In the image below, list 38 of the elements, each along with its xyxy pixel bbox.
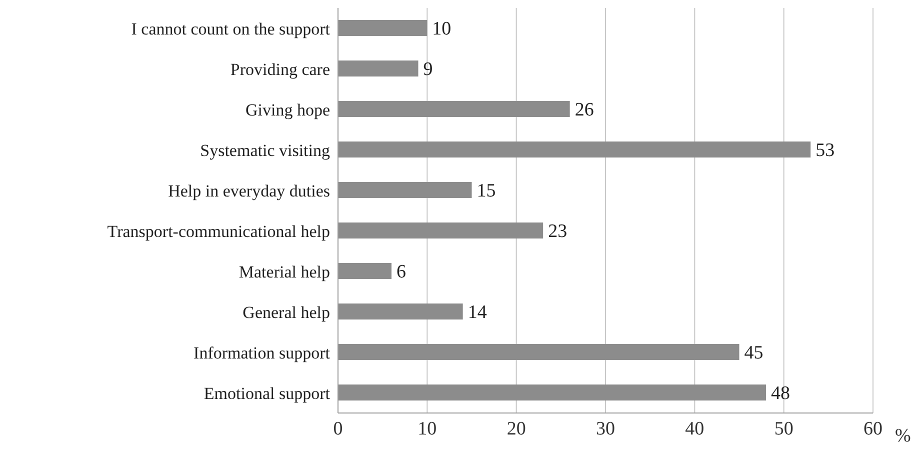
y-tick-label: I cannot count on the support bbox=[131, 19, 330, 38]
y-tick-label: Giving hope bbox=[245, 100, 330, 120]
y-tick-label: Emotional support bbox=[204, 384, 330, 403]
data-label: 53 bbox=[816, 140, 835, 162]
data-label: 10 bbox=[432, 18, 452, 40]
x-axis-title: % bbox=[895, 426, 911, 447]
y-tick-label: General help bbox=[242, 302, 330, 322]
y-tick-label: Information support bbox=[194, 343, 330, 362]
data-label: 9 bbox=[423, 59, 433, 80]
bar bbox=[338, 60, 418, 76]
data-label: 15 bbox=[476, 180, 496, 202]
y-tick-label: Providing care bbox=[230, 60, 330, 79]
x-tick-label: 10 bbox=[418, 418, 437, 440]
y-tick-label: Help in everyday duties bbox=[168, 181, 330, 200]
data-label: 48 bbox=[771, 383, 790, 404]
x-tick-label: 0 bbox=[333, 418, 343, 440]
bar bbox=[338, 263, 392, 279]
bar bbox=[338, 101, 570, 117]
x-tick-label: 40 bbox=[685, 418, 704, 440]
y-tick-label: Material help bbox=[238, 262, 330, 282]
data-label: 14 bbox=[468, 302, 488, 324]
data-label: 26 bbox=[574, 100, 594, 121]
x-tick-label: 60 bbox=[864, 418, 882, 440]
x-tick-label: 50 bbox=[774, 418, 794, 440]
bar bbox=[338, 20, 428, 36]
x-tick-label: 20 bbox=[506, 418, 526, 440]
bar bbox=[338, 344, 740, 360]
bar bbox=[338, 182, 472, 198]
bar bbox=[338, 384, 766, 400]
data-label: 45 bbox=[744, 342, 764, 364]
bar bbox=[338, 304, 463, 320]
y-tick-label: Systematic visiting bbox=[200, 140, 330, 160]
bar bbox=[338, 222, 544, 238]
y-tick-label: Transport-communicational help bbox=[107, 222, 330, 241]
data-label: 23 bbox=[548, 221, 568, 242]
data-label: 6 bbox=[396, 262, 406, 283]
bar bbox=[338, 142, 811, 158]
x-tick-label: 30 bbox=[596, 418, 615, 440]
